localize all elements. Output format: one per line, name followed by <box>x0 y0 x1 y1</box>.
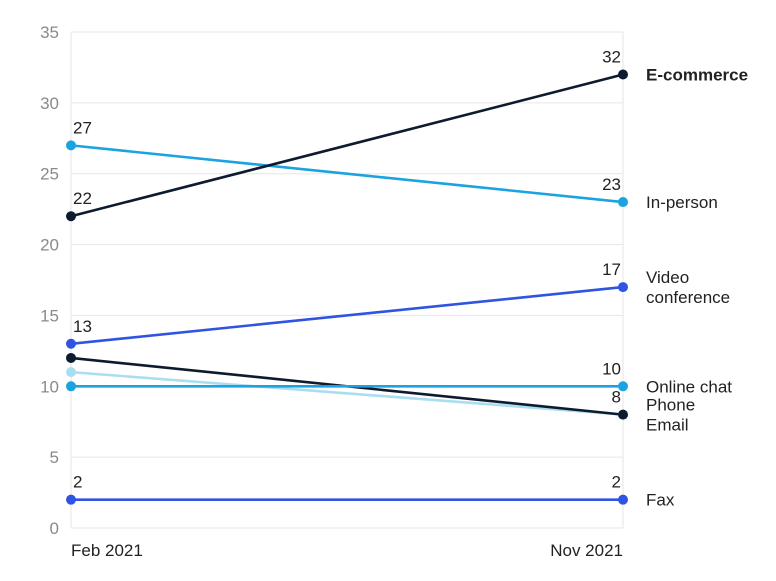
y-tick-label: 20 <box>40 236 59 255</box>
y-tick-label: 10 <box>40 377 59 396</box>
data-label: 17 <box>602 260 621 279</box>
series-label: Video <box>646 268 689 287</box>
data-point <box>66 338 76 349</box>
series-label: Email <box>646 416 689 435</box>
series-label: Online chat <box>646 377 732 396</box>
series-label: Fax <box>646 491 675 510</box>
data-point <box>66 352 76 363</box>
x-tick-label: Feb 2021 <box>71 541 143 560</box>
data-label: 22 <box>73 189 92 208</box>
data-point <box>618 197 628 208</box>
series-label: E-commerce <box>646 66 748 85</box>
data-point <box>66 494 76 505</box>
y-tick-label: 15 <box>40 306 59 325</box>
data-label: 23 <box>602 175 621 194</box>
data-point <box>618 69 628 80</box>
data-point <box>618 282 628 293</box>
x-tick-label: Nov 2021 <box>550 541 623 560</box>
data-label: 2 <box>612 473 621 492</box>
data-label: 27 <box>73 118 92 137</box>
data-point <box>66 140 76 151</box>
data-label: 13 <box>73 317 92 336</box>
series-line-in-person <box>70 144 624 204</box>
data-point <box>618 409 628 420</box>
series-line-video-conference <box>70 285 624 346</box>
data-label: 10 <box>602 359 621 378</box>
y-tick-label: 35 <box>40 23 59 42</box>
series-label: In-person <box>646 193 718 212</box>
series-line-email <box>70 370 624 416</box>
series-label: conference <box>646 288 730 307</box>
y-tick-label: 25 <box>40 165 59 184</box>
data-point <box>66 381 76 392</box>
series-line-e-commerce <box>70 73 624 218</box>
data-label: 2 <box>73 473 82 492</box>
data-point <box>66 367 76 378</box>
y-tick-label: 5 <box>50 448 59 467</box>
data-point <box>618 381 628 392</box>
data-point <box>618 494 628 505</box>
y-tick-label: 30 <box>40 94 59 113</box>
data-label: 8 <box>612 388 621 407</box>
data-point <box>66 211 76 222</box>
y-tick-label: 0 <box>50 519 59 538</box>
series-label: Phone <box>646 396 695 415</box>
data-label: 32 <box>602 48 621 67</box>
